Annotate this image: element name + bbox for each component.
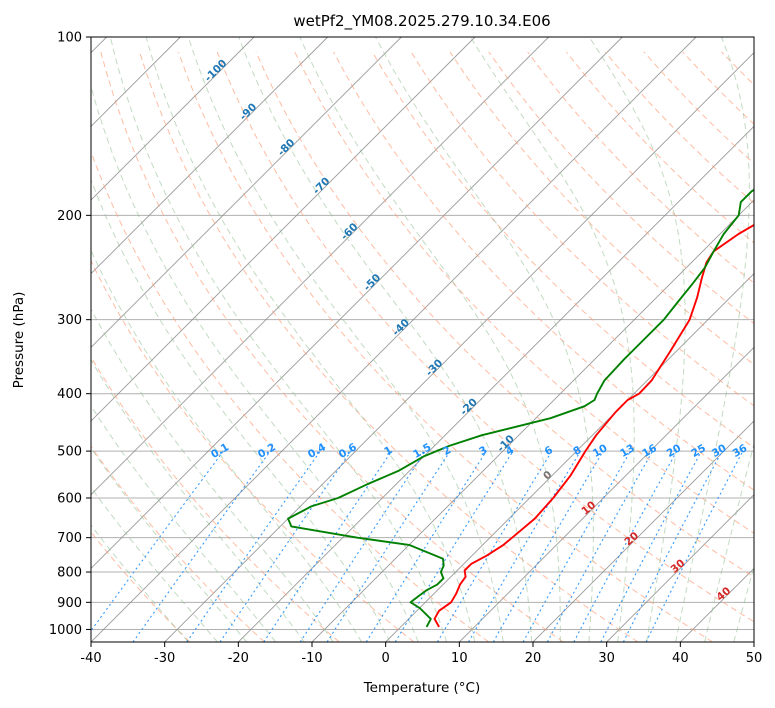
mixing-ratio-line [365,450,487,642]
moist-adiabat-line [238,37,533,642]
mixing-ratio-line [326,450,451,642]
isotherm-line [91,37,255,201]
mixing-ratio-line [492,450,604,642]
mixing-ratio-line [299,450,426,642]
x-tick-label: -30 [154,651,175,666]
dry-adiabat-line [410,51,754,407]
moist-adiabat-line [299,37,561,642]
moist-adiabat-line [91,358,305,642]
dewpoint-profile-line [287,188,754,628]
dry-adiabat-line [91,150,489,642]
mixing-ratio-lines [91,450,744,642]
mixing-ratio-line [600,450,702,642]
moist-adiabat-line [145,37,476,642]
y-tick-label: 200 [57,209,82,224]
x-tick-label: 20 [525,651,542,666]
mixing-ratio-line [645,450,744,642]
y-tick-label: 1000 [49,623,82,638]
moist-adiabat-line [675,37,750,642]
dry-adiabat-line [333,51,754,491]
axes-ticks: -40 -30 -20 -10 0 10 20 30 40 50 100 200 300 400 500 60… [49,31,762,667]
moist-adiabat-line [91,308,334,642]
moist-adiabat-line [91,447,248,642]
mixing-ratio-line [436,450,553,642]
y-tick-label: 400 [57,387,82,402]
chart-title: wetPf2_YM08.2025.279.10.34.E06 [293,12,550,31]
mixing-ratio-line [186,450,321,642]
mixing-ratio-line [91,450,224,632]
temperature-profile-line [433,223,754,628]
isotherm-line [606,494,754,642]
x-tick-label: -40 [80,651,101,666]
dry-adiabat-line [177,51,713,642]
pressure-gridlines [91,37,754,630]
dry-adiabat-line [294,51,754,534]
dry-adiabat-line [91,445,265,642]
plot-area: 0.1 0.2 0.4 0.6 1 1.5 2 3 4 6 8 10 13 16 20 25 30 36-100-… [91,37,754,642]
moist-adiabat-line [91,486,218,642]
moist-adiabat-line [91,404,276,642]
x-tick-label: 0 [382,651,390,666]
y-tick-label: 500 [57,445,82,460]
isotherm-line [532,420,754,642]
mixing-ratio-line [132,450,271,642]
dry-adiabat-line [371,51,754,449]
sounding-profiles [287,188,754,628]
dry-adiabat-line [91,259,415,642]
mixing-ratio-line [622,450,723,642]
dry-adiabat-line [488,51,754,325]
isotherm-line [459,346,754,642]
y-tick-label: 100 [57,31,82,46]
dry-adiabat-line [216,51,754,623]
moist-adiabat-line [91,524,189,642]
moist-adiabat-line [91,178,391,642]
dry-adiabat-line [449,51,754,366]
moist-adiabat-line [733,564,754,642]
isotherm-line [164,52,754,642]
dry-adiabat-line [100,51,564,642]
y-tick-label: 800 [57,566,82,581]
isotherm-line [91,37,549,496]
isotherm-line [91,37,402,348]
moist-adiabat-line [187,37,504,642]
dry-adiabat-line [139,51,639,642]
dry-adiabat-line [255,51,754,578]
x-tick-label: 50 [746,651,763,666]
moist-adiabat-line [91,84,419,642]
y-tick-label: 600 [57,492,82,507]
mixing-ratio-line [546,450,654,642]
moist-adiabat-line [704,441,754,642]
mixing-ratio-line [522,450,631,642]
mixing-ratio-line [573,450,678,642]
isotherm-line [91,37,328,275]
moist-adiabat-line [109,37,447,642]
y-axis-label: Pressure (hPa) [11,292,27,389]
y-tick-label: 900 [57,596,82,611]
moist-adiabat-line [375,37,594,642]
plot-frame [90,36,755,643]
x-tick-label: 10 [451,651,468,666]
x-tick-label: -10 [301,651,322,666]
y-tick-label: 300 [57,313,82,328]
moist-adiabat-line [588,37,686,642]
isotherm-line [91,37,623,569]
moist-adiabats [91,37,754,642]
y-tick-label: 700 [57,531,82,546]
x-tick-label: 40 [672,651,689,666]
x-tick-label: 30 [598,651,615,666]
isotherm-line [385,273,754,642]
isotherm-line [238,125,754,642]
x-axis-label: Temperature (°C) [363,680,481,696]
x-tick-label: -20 [228,651,249,666]
moist-adiabat-line [91,249,363,642]
mixing-ratio-line [468,450,581,642]
